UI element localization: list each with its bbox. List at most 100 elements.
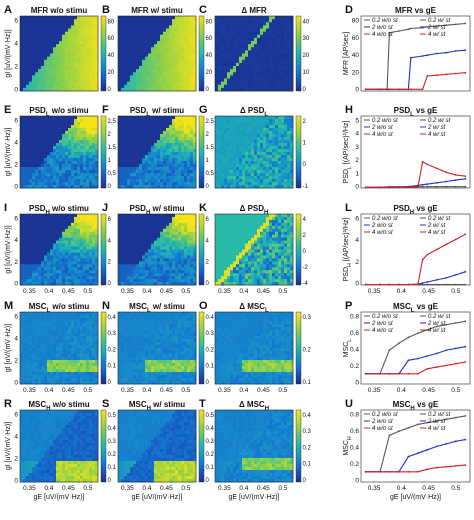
heat-cell — [71, 119, 75, 123]
heat-cell — [89, 28, 93, 33]
heat-cell — [83, 72, 87, 76]
heat-cell — [272, 84, 276, 89]
heat-cell — [133, 158, 137, 162]
y-tick-label: 4 — [14, 139, 18, 146]
heat-cell — [121, 279, 125, 283]
heat-cell — [154, 41, 158, 45]
heat-cell — [266, 152, 270, 156]
heat-cell — [151, 228, 155, 233]
heat-cell — [148, 37, 152, 42]
heat-cell — [74, 161, 78, 165]
heat-cell — [26, 261, 30, 265]
heat-cell — [118, 78, 122, 83]
heat-cell — [26, 273, 30, 277]
heat-cell — [157, 84, 161, 89]
heat-cell — [148, 234, 152, 239]
heat-cell — [92, 214, 96, 218]
heat-cell — [215, 84, 219, 89]
heat-cell — [239, 47, 243, 51]
heat-cell — [127, 214, 131, 218]
heat-cell — [193, 149, 197, 153]
heat-cell — [121, 87, 125, 92]
heat-cell — [130, 164, 134, 168]
heat-cell — [160, 41, 164, 45]
heat-cell — [154, 59, 158, 64]
heat-cell — [221, 158, 225, 162]
heat-cell — [148, 87, 152, 92]
heat-cell — [92, 137, 96, 141]
heat-cell — [80, 119, 84, 123]
heat-cell — [218, 53, 222, 58]
heat-cell — [38, 219, 42, 224]
heat-cell — [74, 47, 78, 51]
heat-cell — [160, 246, 164, 250]
heat-cell — [23, 53, 27, 58]
heat-cell — [157, 116, 161, 120]
heat-cell — [272, 25, 276, 29]
heat-cell — [269, 128, 273, 132]
heat-cell — [26, 173, 30, 177]
heat-cell — [47, 173, 51, 177]
heat-cell — [260, 25, 264, 29]
heat-cell — [56, 258, 60, 262]
heat-cell — [148, 128, 152, 132]
heat-cell — [269, 173, 273, 177]
heat-cell — [133, 249, 137, 253]
heat-cell — [23, 125, 27, 129]
heat-cell — [56, 185, 60, 189]
heat-cell — [127, 261, 131, 265]
heat-cell — [284, 134, 288, 138]
heat-cell — [41, 161, 45, 165]
heat-cell — [218, 19, 222, 23]
heat-cell — [95, 179, 99, 183]
heat-cell — [221, 119, 225, 123]
heat-cell — [47, 152, 51, 156]
data-point — [454, 174, 457, 176]
heat-cell — [89, 222, 93, 227]
heat-cell — [275, 59, 279, 64]
heat-cell — [142, 146, 146, 150]
heat-cell — [166, 19, 170, 23]
heat-cell — [83, 261, 87, 265]
heat-cell — [254, 53, 258, 58]
heat-cell — [275, 87, 279, 92]
heat-cell — [92, 41, 96, 45]
heat-cell — [71, 28, 75, 33]
heat-cell — [272, 149, 276, 153]
heat-cell — [142, 140, 146, 144]
heat-cell — [139, 228, 143, 233]
heat-cell — [32, 167, 36, 171]
heat-cell — [41, 167, 45, 171]
heat-cell — [172, 182, 176, 186]
heat-cell — [230, 25, 234, 29]
heat-cell — [272, 137, 276, 141]
heat-cell — [47, 219, 51, 224]
heat-cell — [121, 231, 125, 236]
heat-cell — [148, 149, 152, 153]
heat-cell — [151, 182, 155, 186]
heat-cell — [142, 225, 146, 230]
heat-cell — [218, 131, 222, 135]
heat-cell — [151, 75, 155, 79]
heat-cell — [127, 19, 131, 23]
heat-cell — [142, 47, 146, 51]
heat-cell — [121, 158, 125, 162]
heat-cell — [20, 176, 24, 180]
heat-cell — [92, 53, 96, 58]
heat-cell — [160, 249, 164, 253]
heat-cell — [89, 179, 93, 183]
heat-cell — [284, 146, 288, 150]
heat-cell — [121, 143, 125, 147]
heat-cell — [50, 134, 54, 138]
heat-cell — [251, 158, 255, 162]
heat-cell — [145, 267, 149, 271]
heat-cell — [239, 128, 243, 132]
heat-cell — [139, 179, 143, 183]
heat-cell — [118, 270, 122, 274]
heat-cell — [172, 131, 176, 135]
heat-cell — [154, 182, 158, 186]
data-point — [421, 160, 424, 163]
heat-cell — [32, 214, 36, 218]
data-point — [426, 163, 429, 166]
heat-cell — [284, 164, 288, 168]
